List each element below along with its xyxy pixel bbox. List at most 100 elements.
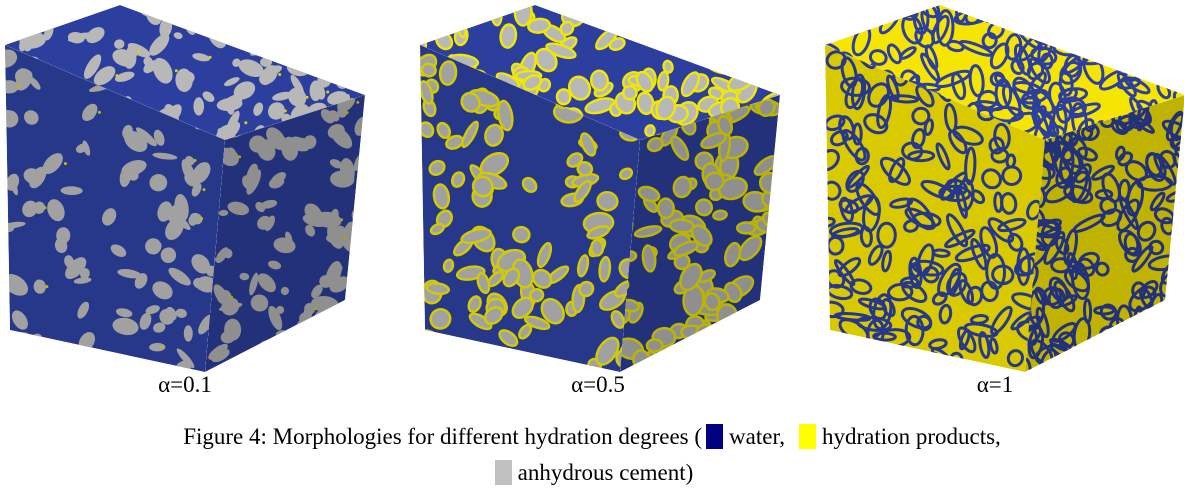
blob bbox=[1119, 196, 1140, 231]
blob bbox=[746, 309, 759, 337]
blob bbox=[581, 11, 601, 23]
blob bbox=[844, 78, 865, 110]
blob bbox=[1091, 164, 1115, 181]
blob bbox=[876, 221, 897, 249]
blob bbox=[1094, 42, 1114, 65]
blob bbox=[1105, 338, 1127, 355]
blob bbox=[931, 14, 950, 45]
blob bbox=[268, 176, 285, 189]
face-shade bbox=[1025, 95, 1184, 372]
blob bbox=[499, 102, 512, 129]
blob-ring bbox=[479, 346, 502, 370]
blob bbox=[548, 267, 567, 283]
blob bbox=[170, 211, 191, 231]
blob bbox=[185, 155, 195, 166]
blob bbox=[706, 173, 723, 189]
blob bbox=[914, 26, 935, 49]
blob-ring bbox=[742, 24, 761, 43]
blob bbox=[534, 271, 550, 287]
blob bbox=[89, 362, 102, 372]
blob bbox=[839, 196, 854, 223]
blob bbox=[471, 314, 491, 328]
blob bbox=[501, 25, 515, 47]
blob-ring bbox=[681, 359, 703, 372]
blob bbox=[570, 77, 589, 99]
blob bbox=[33, 279, 46, 294]
fleck bbox=[200, 217, 204, 221]
blob bbox=[1124, 160, 1148, 182]
blob bbox=[543, 300, 563, 323]
blob bbox=[344, 295, 356, 312]
blob bbox=[83, 54, 102, 79]
blob bbox=[355, 191, 364, 211]
blob bbox=[326, 5, 339, 20]
blob-ring bbox=[761, 10, 777, 25]
blob bbox=[268, 305, 283, 331]
blob bbox=[428, 284, 448, 293]
blob bbox=[849, 278, 873, 295]
blob-ring bbox=[744, 307, 761, 340]
blob bbox=[991, 264, 1015, 286]
blob bbox=[686, 43, 697, 51]
blob bbox=[772, 241, 780, 257]
fleck bbox=[21, 21, 25, 25]
blob bbox=[311, 284, 323, 299]
blob bbox=[305, 224, 316, 237]
blob bbox=[458, 267, 484, 279]
blob bbox=[675, 242, 697, 255]
blob bbox=[153, 129, 165, 146]
blob bbox=[347, 35, 365, 58]
blob bbox=[994, 5, 1021, 17]
blob bbox=[498, 74, 518, 88]
fleck bbox=[45, 285, 49, 289]
blob bbox=[1054, 235, 1070, 256]
blob bbox=[537, 50, 556, 70]
blob bbox=[867, 82, 890, 108]
blob bbox=[613, 312, 623, 327]
blob bbox=[257, 215, 272, 230]
blob bbox=[944, 229, 976, 249]
fleck bbox=[283, 109, 287, 113]
blob bbox=[173, 32, 183, 40]
blob bbox=[862, 195, 881, 233]
legend-swatch bbox=[494, 460, 512, 485]
face-shade bbox=[205, 95, 365, 372]
blob bbox=[346, 317, 365, 342]
blob bbox=[886, 43, 903, 65]
fleck bbox=[115, 74, 119, 78]
blob bbox=[712, 53, 725, 62]
blob bbox=[117, 269, 142, 279]
blob bbox=[868, 49, 888, 66]
blob bbox=[640, 188, 658, 200]
blob bbox=[445, 261, 452, 271]
blob bbox=[887, 283, 914, 302]
blob bbox=[463, 122, 477, 146]
blob bbox=[1040, 52, 1054, 70]
blob bbox=[1128, 285, 1157, 313]
blob-ring bbox=[443, 5, 458, 21]
blob bbox=[764, 12, 775, 22]
blob bbox=[948, 129, 968, 155]
blob bbox=[1153, 32, 1171, 44]
blob bbox=[268, 102, 285, 120]
blob bbox=[220, 330, 236, 344]
blob bbox=[276, 305, 285, 314]
blob bbox=[1117, 19, 1147, 35]
blob bbox=[710, 88, 723, 98]
blob bbox=[313, 12, 328, 30]
face-shade bbox=[620, 95, 780, 372]
blob bbox=[466, 5, 484, 16]
blob bbox=[597, 339, 618, 364]
blob bbox=[287, 22, 301, 34]
blob bbox=[1145, 352, 1160, 371]
blob bbox=[683, 7, 692, 17]
blob bbox=[217, 289, 232, 305]
blob bbox=[705, 294, 719, 309]
blob bbox=[1089, 5, 1116, 20]
blob bbox=[588, 227, 608, 238]
blob bbox=[1126, 22, 1163, 41]
blob bbox=[1131, 281, 1147, 300]
blob bbox=[358, 5, 365, 15]
blob-ring bbox=[561, 5, 576, 15]
